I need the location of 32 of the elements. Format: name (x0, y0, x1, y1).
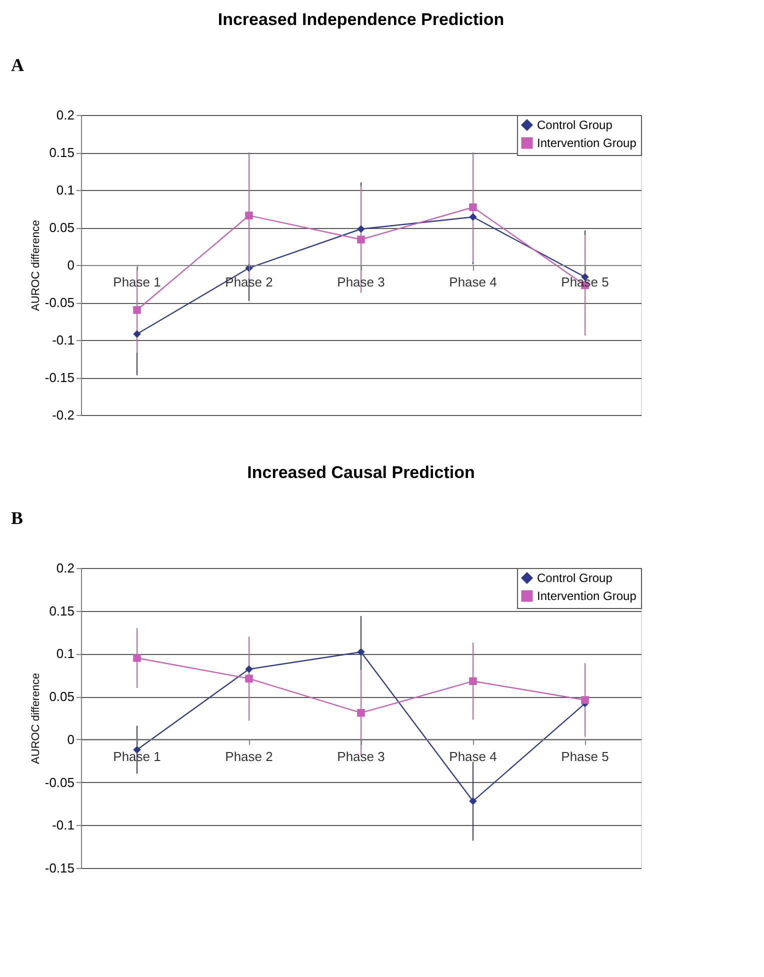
y-tick-label: 0.2 (56, 560, 74, 576)
text: B (11, 508, 24, 528)
y-tick-label: 0 (67, 258, 74, 272)
legend-label: Intervention Group (537, 589, 637, 603)
y-tick-label: -0.05 (44, 774, 74, 790)
y-tick-label: 0.1 (56, 646, 74, 662)
x-tick-label: Phase 3 (337, 748, 385, 764)
chart-title: Increased Causal Prediction (247, 463, 475, 482)
legend-label: Control Group (537, 571, 613, 585)
x-tick-label: Phase 5 (561, 748, 609, 764)
y-tick-label: 0.05 (49, 689, 74, 704)
chart-title: Increased Independence Prediction (218, 10, 504, 29)
x-tick-label: Phase 4 (449, 274, 497, 290)
legend-label: Intervention Group (537, 136, 637, 150)
y-tick-label: -0.15 (44, 860, 74, 876)
y-tick-label: 0.15 (49, 603, 74, 618)
y-axis-title: AUROC difference (30, 220, 42, 311)
x-tick-label: Phase 4 (449, 748, 497, 764)
text: A (11, 55, 24, 75)
y-tick-label: 0.1 (56, 182, 74, 198)
y-tick-label: 0 (67, 732, 74, 747)
legend-label: Control Group (537, 118, 613, 132)
y-tick-label: -0.1 (52, 332, 74, 348)
y-tick-label: 0.2 (56, 108, 74, 122)
y-tick-label: -0.15 (44, 370, 74, 385)
y-tick-label: 0.15 (49, 145, 74, 160)
y-tick-label: 0.05 (49, 220, 74, 235)
y-tick-label: -0.1 (52, 818, 74, 833)
y-tick-label: -0.2 (52, 408, 74, 422)
y-axis-title: AUROC difference (30, 673, 42, 764)
x-tick-label: Phase 2 (225, 748, 273, 764)
y-tick-label: -0.05 (44, 295, 74, 310)
